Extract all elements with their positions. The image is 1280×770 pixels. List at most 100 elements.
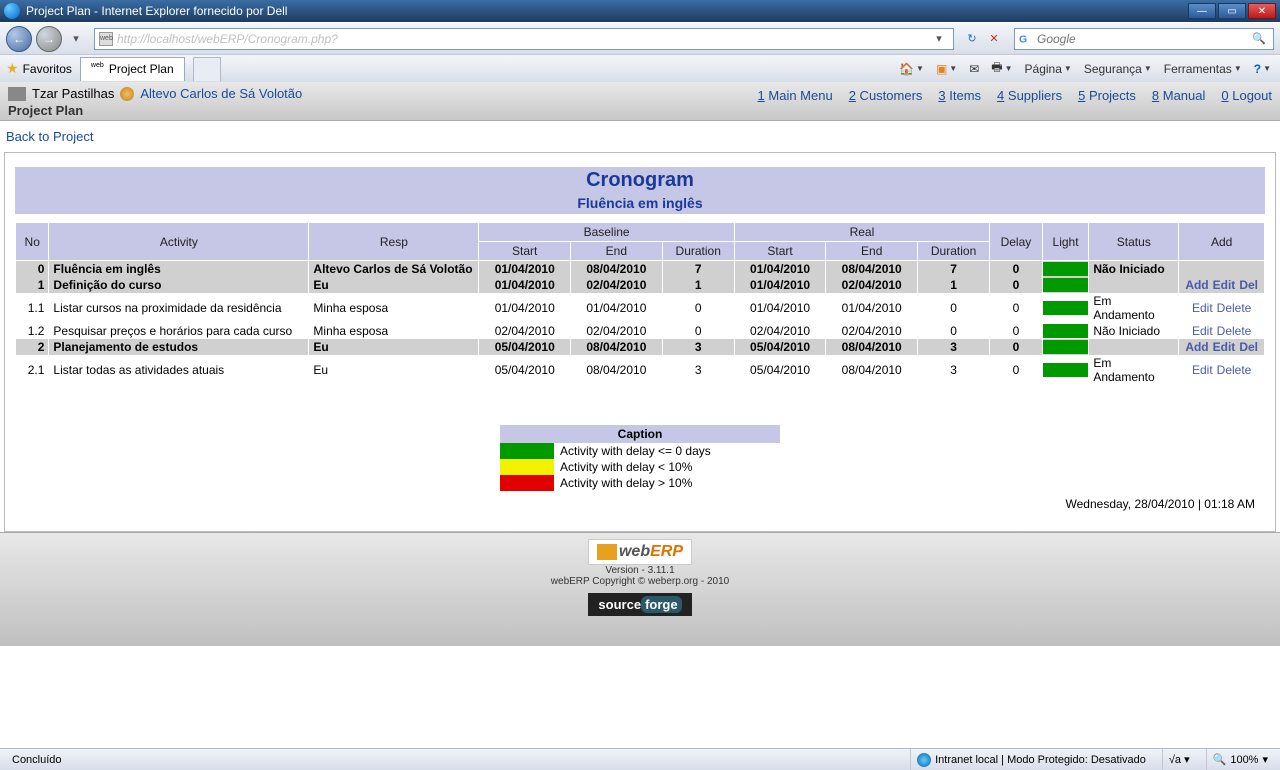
feeds-button[interactable]: ▣▼ [933,60,960,78]
footer: webERP Version - 3.11.1 webERP Copyright… [0,532,1280,646]
menu-item-logout[interactable]: 0 Logout [1221,88,1272,103]
user-icon [120,87,134,101]
menu-item-items[interactable]: 3 Items [938,88,981,103]
status-bar: Concluído Intranet local | Modo Protegid… [0,748,1280,770]
col-no: No [16,223,49,261]
weberp-logo[interactable]: webERP [588,539,692,565]
home-button[interactable]: 🏠▼ [896,60,927,78]
refresh-button[interactable]: ↻ [962,29,982,49]
col-light: Light [1042,223,1089,261]
footer-version: Version - 3.11.1 [0,565,1280,576]
stop-button[interactable]: ✕ [984,29,1004,49]
caption-title: Caption [500,425,780,443]
star-icon: ★ [6,60,19,77]
col-add: Add [1179,223,1265,261]
col-baseline-end: End [571,242,663,261]
delete-link[interactable]: Delete [1215,301,1254,315]
caption-row: Activity with delay > 10% [500,475,780,491]
help-button[interactable]: ?▼ [1251,60,1274,78]
color-swatch [500,475,554,491]
tools-menu[interactable]: Ferramentas▼ [1161,60,1245,78]
main-menu: 1 Main Menu 2 Customers 3 Items 4 Suppliers… [758,86,1272,103]
col-baseline-duration: Duration [662,242,734,261]
tabs-toolbar: ★ Favoritos web Project Plan 🏠▼ ▣▼ ✉ 🖶▼ … [0,54,1280,82]
color-swatch [500,443,554,459]
status-cell [1089,339,1179,355]
tab-label: Project Plan [109,62,174,76]
forward-button[interactable]: → [36,26,62,52]
menu-item-suppliers[interactable]: 4 Suppliers [997,88,1062,103]
status-cell: Em Andamento [1089,293,1179,323]
maximize-button[interactable]: ▭ [1218,3,1246,19]
del-link[interactable]: Del [1237,340,1260,354]
status-cell: Em Andamento [1089,355,1179,385]
browser-tab[interactable]: web Project Plan [80,57,185,81]
search-input[interactable] [1037,32,1249,46]
light-indicator [1043,363,1089,377]
table-row: 1Definição do cursoEu01/04/201002/04/201… [16,277,1265,293]
back-to-project-link[interactable]: Back to Project [6,129,93,144]
menu-item-manual[interactable]: 8 Manual [1152,88,1205,103]
page-menu[interactable]: Página▼ [1022,60,1075,78]
close-button[interactable]: ✕ [1248,3,1276,19]
favorites-button[interactable]: ★ Favoritos [6,60,72,77]
search-bar[interactable]: G 🔍 [1014,28,1274,50]
status-mode[interactable]: √a ▾ [1162,749,1196,770]
user-link[interactable]: Altevo Carlos de Sá Volotão [140,86,302,101]
menu-item-customers[interactable]: 2 Customers [849,88,923,103]
light-indicator [1043,340,1089,354]
caption-row: Activity with delay < 10% [500,459,780,475]
status-cell: Não Iniciado [1089,323,1179,339]
cronogram-subtitle: Fluência em inglês [15,194,1265,214]
edit-link[interactable]: Edit [1190,301,1215,315]
company-icon [8,87,26,101]
delete-link[interactable]: Delete [1215,363,1254,377]
security-menu[interactable]: Segurança▼ [1081,60,1155,78]
new-tab-button[interactable] [193,57,221,81]
window-titlebar: Project Plan - Internet Explorer forneci… [0,0,1280,22]
command-bar: 🏠▼ ▣▼ ✉ 🖶▼ Página▼ Segurança▼ Ferramenta… [896,56,1274,81]
page-title: Project Plan [8,103,758,118]
address-bar[interactable]: web ▾ [94,28,954,50]
table-row: 0Fluência em inglêsAltevo Carlos de Sá V… [16,261,1265,278]
page-icon: web [99,32,113,46]
status-zone: Intranet local | Modo Protegido: Desativ… [910,749,1152,770]
menu-item-projects[interactable]: 5 Projects [1078,88,1136,103]
edit-link[interactable]: Edit [1211,278,1238,292]
col-status: Status [1089,223,1179,261]
back-button[interactable]: ← [6,26,32,52]
breadcrumb: Tzar Pastilhas Altevo Carlos de Sá Volot… [8,86,758,101]
status-cell: Não Iniciado [1089,261,1179,278]
url-dropdown[interactable]: ▾ [929,29,949,49]
print-button[interactable]: 🖶▼ [988,56,1015,81]
mail-button[interactable]: ✉ [966,60,982,78]
edit-link[interactable]: Edit [1211,340,1238,354]
zoom-control[interactable]: 🔍 100% ▾ [1206,749,1274,770]
table-row: 2.1Listar todas as atividades atuaisEu05… [16,355,1265,385]
add-link[interactable]: Add [1183,340,1210,354]
menu-item-main-menu[interactable]: 1 Main Menu [758,88,833,103]
col-baseline-start: Start [479,242,571,261]
sourceforge-logo[interactable]: sourceforge [588,593,691,616]
add-link[interactable]: Add [1183,278,1210,292]
minimize-button[interactable]: — [1188,3,1216,19]
edit-link[interactable]: Edit [1190,324,1215,338]
edit-link[interactable]: Edit [1190,363,1215,377]
col-activity: Activity [49,223,309,261]
timestamp: Wednesday, 28/04/2010 | 01:18 AM [15,491,1265,517]
favorites-label: Favoritos [23,62,72,76]
url-input[interactable] [117,32,929,46]
app-header: Tzar Pastilhas Altevo Carlos de Sá Volot… [0,82,1280,121]
col-delay: Delay [990,223,1043,261]
col-baseline: Baseline [479,223,734,242]
svg-text:G: G [1019,33,1027,45]
search-go[interactable]: 🔍 [1249,29,1269,49]
company-name: Tzar Pastilhas [32,86,114,101]
status-left: Concluído [6,749,68,770]
nav-dropdown[interactable]: ▾ [66,29,86,49]
col-real-start: Start [734,242,826,261]
col-real-end: End [826,242,918,261]
delete-link[interactable]: Delete [1215,324,1254,338]
del-link[interactable]: Del [1237,278,1260,292]
caption-row: Activity with delay <= 0 days [500,443,780,459]
